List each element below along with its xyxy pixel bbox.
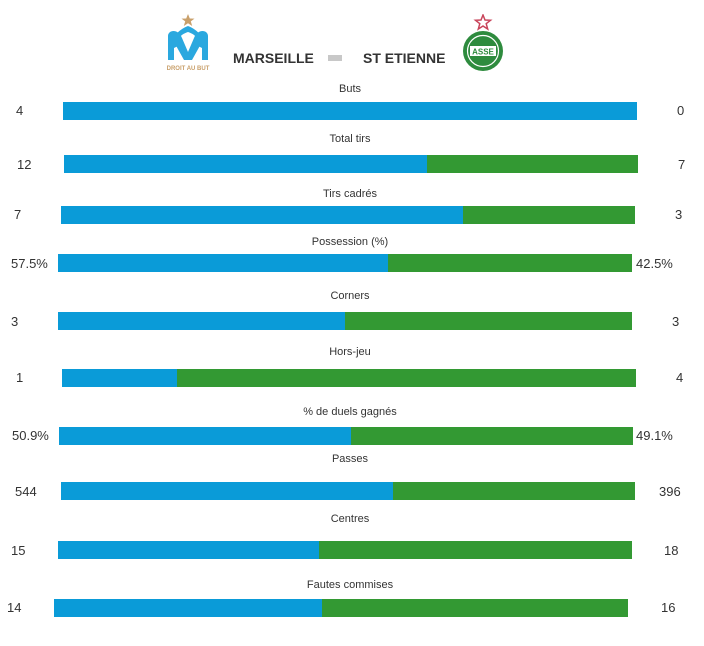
stat-comparison-bar — [64, 155, 638, 173]
away-stat-value: 18 — [664, 543, 679, 558]
stat-comparison-bar — [62, 369, 636, 387]
home-share-bar — [58, 541, 320, 559]
home-stat-value: 544 — [15, 484, 37, 499]
stat-comparison-bar — [61, 482, 635, 500]
olympique-marseille-crest-icon: DROIT AU BUT — [167, 14, 210, 72]
stat-label: Hors-jeu — [329, 346, 371, 358]
home-share-bar — [64, 155, 427, 173]
away-stat-value: 7 — [678, 157, 686, 172]
home-stat-value: 7 — [14, 207, 22, 222]
stat-comparison-bar — [58, 254, 632, 272]
home-share-bar — [58, 312, 345, 330]
away-stat-value: 49.1% — [636, 428, 673, 443]
away-team-name: ST ETIENNE — [363, 50, 446, 66]
home-share-bar — [59, 427, 352, 445]
away-share-bar — [393, 482, 635, 500]
away-stat-value: 396 — [659, 484, 681, 499]
match-header: DROIT AU BUT MARSEILLE ST ETIENNE ASSE — [0, 0, 704, 82]
stat-comparison-bar — [54, 599, 628, 617]
as-saint-etienne-crest-icon: ASSE — [463, 14, 503, 71]
svg-text:ASSE: ASSE — [472, 48, 494, 57]
stat-comparison-bar — [61, 206, 635, 224]
stat-label: Centres — [330, 513, 370, 525]
away-stat-value: 3 — [672, 314, 680, 329]
away-share-bar — [322, 599, 628, 617]
away-share-bar — [176, 369, 636, 387]
home-stat-value: 3 — [11, 314, 19, 329]
home-share-bar — [62, 369, 177, 387]
stat-label: Possession (%) — [311, 236, 389, 248]
away-stat-value: 0 — [677, 103, 685, 118]
stat-label: % de duels gagnés — [303, 406, 397, 418]
away-stat-value: 16 — [661, 600, 676, 615]
stat-label: Corners — [330, 290, 370, 302]
home-stat-value: 1 — [16, 370, 24, 385]
stat-comparison-bar — [58, 541, 632, 559]
away-share-bar — [426, 155, 638, 173]
away-share-bar — [388, 254, 632, 272]
home-stat-value: 12 — [17, 157, 32, 172]
away-share-bar — [345, 312, 632, 330]
stat-comparison-bar — [59, 427, 633, 445]
stat-label: Buts — [338, 83, 361, 95]
home-share-bar — [54, 599, 323, 617]
away-stat-value: 3 — [675, 207, 683, 222]
stat-label: Tirs cadrés — [323, 188, 377, 200]
home-stat-value: 50.9% — [12, 428, 49, 443]
stat-comparison-bar — [58, 312, 632, 330]
home-share-bar — [58, 254, 389, 272]
home-share-bar — [63, 102, 637, 120]
home-share-bar — [61, 206, 463, 224]
home-team-name: MARSEILLE — [233, 50, 314, 66]
home-stat-value: 57.5% — [11, 256, 48, 271]
away-stat-value: 4 — [676, 370, 684, 385]
home-share-bar — [61, 482, 394, 500]
home-stat-value: 4 — [16, 103, 24, 118]
stat-label: Total tirs — [329, 133, 371, 145]
home-stat-value: 14 — [7, 600, 22, 615]
versus-separator — [328, 55, 342, 61]
stat-comparison-bar — [63, 102, 637, 120]
away-stat-value: 42.5% — [636, 256, 673, 271]
home-stat-value: 15 — [11, 543, 26, 558]
away-share-bar — [351, 427, 633, 445]
svg-text:DROIT AU BUT: DROIT AU BUT — [167, 66, 210, 72]
away-share-bar — [319, 541, 632, 559]
stat-label: Passes — [331, 453, 369, 465]
stat-label: Fautes commises — [306, 579, 394, 591]
away-share-bar — [462, 206, 635, 224]
